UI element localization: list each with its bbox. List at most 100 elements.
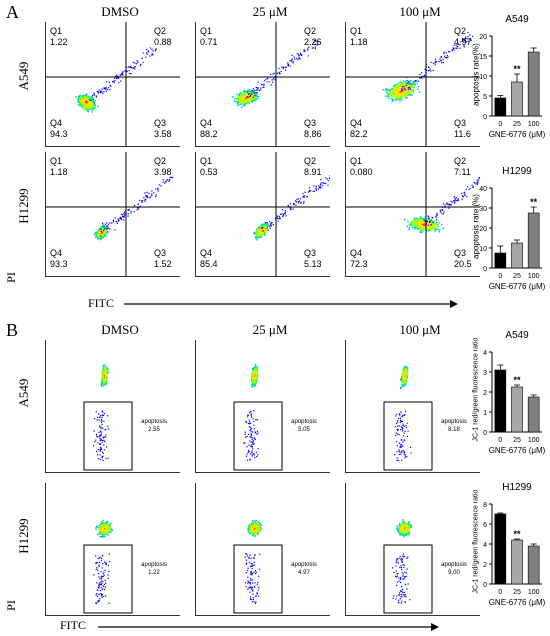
- y-tick-label: 40: [479, 186, 487, 193]
- quadrant-name: Q3: [304, 118, 317, 128]
- x-tick-label: 100: [528, 273, 540, 280]
- y-tick-label: 4: [483, 542, 487, 549]
- quadrant-value: 3.58: [154, 129, 172, 139]
- quadrant-name: Q3: [454, 118, 467, 128]
- apoptosis-gate: [233, 544, 283, 614]
- density-cloud: [232, 88, 260, 108]
- x-tick-label: 0: [498, 273, 502, 280]
- density-cloud: [253, 222, 271, 241]
- flow-plot-svg: [346, 152, 480, 276]
- scatter-tail: [92, 410, 109, 462]
- panel-a-row-h1299: H1299: [16, 188, 31, 224]
- bar: [527, 51, 540, 117]
- panel-b-yaxis-label: PI: [3, 600, 18, 611]
- y-tick-label: 4: [483, 350, 487, 357]
- jc1-plot-svg: [383, 519, 433, 614]
- bar-chart-title: A549: [505, 330, 529, 341]
- y-tick-label: 15: [479, 54, 487, 61]
- gate-value: 2.55: [148, 427, 160, 433]
- bar-chart-title: H1299: [502, 166, 532, 177]
- bar-chart-xlabel: GNE-6776 (μM): [488, 282, 546, 291]
- density-cloud: [95, 519, 114, 538]
- y-tick-label: 0: [483, 266, 487, 273]
- jc1-plot: apoptosis 1.22: [45, 483, 180, 616]
- bar-chart-ylabel: apoptosis rate(%): [471, 43, 481, 106]
- quadrant-value: 82.2: [350, 129, 368, 139]
- panel-b-letter: B: [6, 320, 19, 340]
- quadrant-value: 7.11: [454, 167, 471, 177]
- panel-a-yaxis-label: PI: [3, 272, 18, 283]
- quadrant-name: Q1: [50, 156, 63, 166]
- flow-plot: Q1 1.18 Q2 3.98 Q3 1.52 Q4 93.3: [45, 152, 180, 277]
- quadrant-name: Q3: [154, 118, 167, 128]
- density-cloud: [93, 224, 108, 241]
- panel-b-col-dmso: DMSO: [101, 322, 139, 337]
- bar-chart: 0 5 10 15 20 0 25 ** 100 A549 apoptosis rate(%) GNE…: [460, 14, 550, 164]
- quadrant-name: Q1: [350, 156, 363, 166]
- flow-plot-svg: [196, 152, 330, 276]
- scatter-tail: [401, 32, 474, 91]
- quadrant-value: 2.26: [304, 37, 322, 47]
- gate-label: apoptosis: [291, 419, 317, 425]
- x-tick-label: 100: [528, 437, 540, 444]
- y-tick-label: 5: [483, 94, 487, 101]
- quadrant-name: Q1: [50, 26, 63, 36]
- jc1-plot-svg: [83, 364, 133, 471]
- quadrant-name: Q1: [200, 156, 213, 166]
- gate-label: apoptosis: [291, 562, 317, 568]
- quadrant-name: Q1: [350, 26, 363, 36]
- significance-mark: **: [513, 375, 521, 385]
- y-tick-label: 0: [483, 582, 487, 589]
- bar-chart-xlabel: GNE-6776 (μM): [488, 598, 546, 607]
- quadrant-value: 88.2: [200, 129, 218, 139]
- gate-value: 9.00: [448, 570, 460, 576]
- quadrant-name: Q3: [154, 248, 167, 258]
- density-cloud: [382, 76, 421, 103]
- bar: [511, 242, 523, 269]
- quadrant-value: 1.18: [50, 167, 68, 177]
- gate-value: 1.22: [148, 570, 160, 576]
- panel-a-row-a549: A549: [16, 61, 31, 91]
- y-tick-label: 2: [483, 390, 487, 397]
- apoptosis-gate: [83, 544, 133, 614]
- quadrant-value: 4.97: [454, 37, 472, 47]
- flow-plot: Q1 0.080 Q2 7.11 Q3 20.5 Q4 72.3: [345, 152, 480, 277]
- quadrant-name: Q3: [304, 248, 317, 258]
- quadrant-value: 85.4: [200, 259, 218, 269]
- bar: [527, 396, 540, 433]
- bar-chart: 0 2 4 6 8 0 25 ** 100 H1299 JC-1 red/green fluores…: [460, 482, 550, 632]
- gate-value: 4.97: [298, 570, 310, 576]
- quadrant-value: 0.53: [200, 167, 218, 177]
- quadrant-name: Q4: [350, 248, 363, 258]
- quadrant-name: Q2: [454, 156, 467, 166]
- gate-label: apoptosis: [141, 562, 167, 568]
- x-tick-label: 25: [513, 589, 521, 596]
- significance-mark: **: [513, 529, 521, 539]
- scatter-tail: [93, 553, 111, 605]
- quadrant-value: 3.98: [154, 167, 172, 177]
- scatter-tail: [258, 175, 330, 232]
- panel-a-xaxis-label: FITC: [88, 296, 115, 310]
- quadrant-value: 72.3: [350, 259, 368, 269]
- quadrant-name: Q4: [50, 118, 63, 128]
- y-tick-label: 10: [479, 74, 487, 81]
- jc1-plot: apoptosis 5.05: [195, 340, 330, 473]
- quadrant-name: Q2: [154, 26, 167, 36]
- panel-a-col-dmso: DMSO: [101, 4, 139, 19]
- y-tick-label: 0: [483, 114, 487, 121]
- quadrant-value: 1.18: [350, 37, 368, 47]
- bar-chart: 0 10 20 30 40 0 25 100 ** H1299 apoptosis rate (%)…: [460, 166, 550, 316]
- jc1-plot: apoptosis 4.97: [195, 483, 330, 616]
- bar-chart-svg: 0 1 2 3 4 0 25 ** 100: [483, 350, 542, 444]
- gate-label: apoptosis: [441, 562, 467, 568]
- flow-plot: Q1 0.53 Q2 8.91 Q3 5.13 Q4 85.4: [195, 152, 330, 277]
- x-tick-label: 100: [528, 121, 540, 128]
- y-tick-label: 2: [483, 562, 487, 569]
- bar-chart-svg: 0 10 20 30 40 0 25 100 **: [479, 186, 542, 280]
- quadrant-name: Q2: [454, 26, 467, 36]
- y-tick-label: 6: [483, 522, 487, 529]
- panel-a-col-100: 100 μM: [399, 4, 441, 19]
- quadrant-value: 8.91: [304, 167, 322, 177]
- flow-plot: Q1 0.71 Q2 2.26 Q3 8.86 Q4 88.2: [195, 22, 330, 147]
- panel-a-xaxis-arrow: [124, 300, 458, 308]
